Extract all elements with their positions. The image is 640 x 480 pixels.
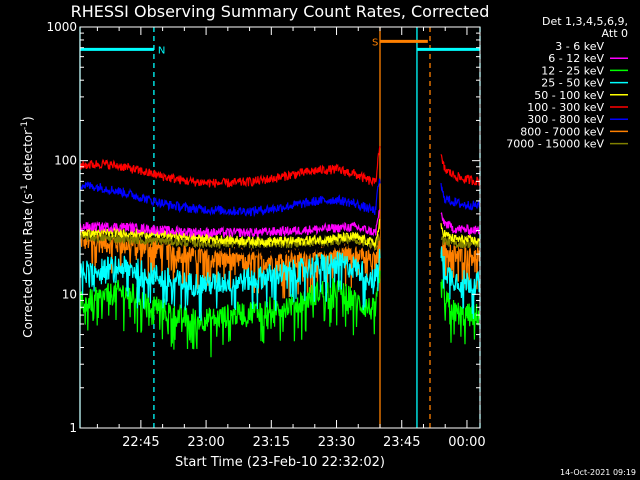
legend-header-line1: Det 1,3,4,5,6,9, xyxy=(542,15,628,28)
plot-area: NS xyxy=(79,27,481,428)
x-tick-label: 22:45 xyxy=(122,435,159,450)
y-tick-label: 10 xyxy=(62,287,77,301)
x-axis-label: Start Time (23-Feb-10 22:32:02) xyxy=(175,455,385,470)
series-line xyxy=(79,228,481,299)
series-line xyxy=(79,178,481,218)
y-axis-label: Corrected Count Rate (s-1 detector-1) xyxy=(20,116,35,337)
y-axis-label-sup2: -1 xyxy=(20,121,30,130)
y-tick-label: 1000 xyxy=(46,20,77,34)
flag-bar-label: S xyxy=(372,37,378,48)
flag-bars: NS xyxy=(80,37,480,56)
flag-bar-label: N xyxy=(158,45,165,56)
x-tick-label: 23:00 xyxy=(187,435,224,450)
y-axis-label-end: ) xyxy=(21,116,35,121)
x-tick-label: 23:30 xyxy=(318,435,355,450)
x-tick-label: 00:00 xyxy=(448,435,485,450)
legend-label: 300 - 800 keV xyxy=(527,113,604,126)
x-tick-label: 23:45 xyxy=(383,435,420,450)
y-tick-label: 1 xyxy=(69,421,77,435)
legend-label: 800 - 7000 keV xyxy=(520,125,604,138)
legend-label: 100 - 300 keV xyxy=(527,101,604,114)
chart-title: RHESSI Observing Summary Count Rates, Co… xyxy=(71,2,490,21)
legend-header-line2: Att 0 xyxy=(602,27,628,40)
x-tick-label: 23:15 xyxy=(253,435,290,450)
series-layer xyxy=(79,146,481,358)
axes: 1 10 100 1000 22:45 23:00 23:15 23:30 23:45 00:00 xyxy=(46,20,485,450)
series-line xyxy=(79,246,481,321)
y-tick-label: 100 xyxy=(54,154,77,168)
legend-label: 50 - 100 keV xyxy=(534,89,604,102)
series-line xyxy=(79,146,481,188)
y-axis-label-sup1: -1 xyxy=(20,184,30,193)
y-axis-label-mid: detector xyxy=(21,130,35,185)
series-line xyxy=(79,209,481,240)
legend-label: 12 - 25 keV xyxy=(541,64,604,77)
legend-label: 7000 - 15000 keV xyxy=(506,138,604,151)
legend-label: 6 - 12 keV xyxy=(548,52,604,65)
legend-label: 25 - 50 keV xyxy=(541,77,604,90)
y-axis-label-main: Corrected Count Rate (s xyxy=(21,193,35,337)
plot-frame xyxy=(79,26,481,429)
timestamp: 14-Oct-2021 09:19 xyxy=(560,468,636,477)
legend-label: 3 - 6 keV xyxy=(555,40,604,53)
